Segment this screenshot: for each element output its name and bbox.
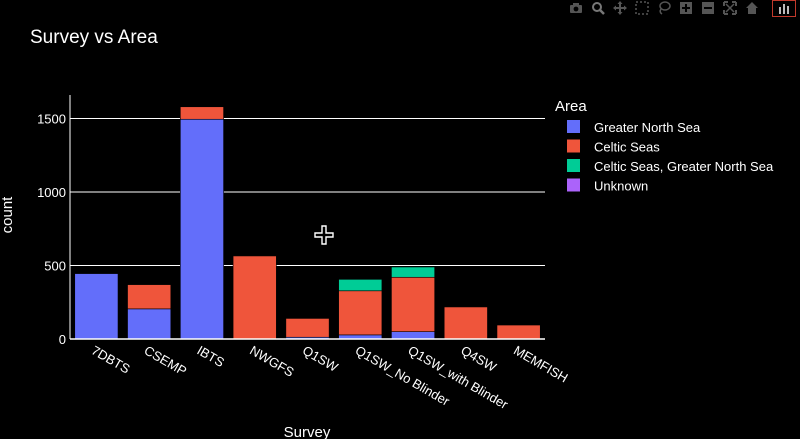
bar-segment[interactable] <box>391 276 435 332</box>
bar-segment[interactable] <box>496 324 541 340</box>
bar-segment[interactable] <box>180 118 224 340</box>
x-tick-label: Q1SW <box>300 343 341 375</box>
legend-item-label[interactable]: Celtic Seas, Greater North Sea <box>594 159 774 174</box>
y-axis-title: count <box>0 196 16 234</box>
lasso-select-icon[interactable] <box>656 0 672 16</box>
legend-item-label[interactable]: Celtic Seas <box>594 140 660 155</box>
bar-segment[interactable] <box>74 273 119 340</box>
bar-segment[interactable] <box>391 266 435 278</box>
crosshair-cursor-icon <box>314 225 334 245</box>
x-tick-label: Q1SW_No Blinder <box>353 343 453 409</box>
y-tick-label: 1000 <box>37 185 66 200</box>
x-tick-label: IBTS <box>194 343 227 371</box>
bar-segment[interactable] <box>180 106 224 120</box>
y-axis: 0 500 1000 1500 <box>37 95 545 347</box>
bar-segment[interactable] <box>127 308 172 340</box>
legend-swatch[interactable] <box>567 159 580 172</box>
legend[interactable]: Area Greater North Sea Celtic Seas Celtic … <box>555 98 774 194</box>
x-axis-title: Survey <box>284 424 331 439</box>
bar-segment[interactable] <box>127 284 172 310</box>
bars[interactable] <box>74 106 541 340</box>
zoom-in-icon[interactable] <box>678 0 694 16</box>
legend-item-label[interactable]: Unknown <box>594 179 648 194</box>
bar-segment[interactable] <box>338 290 383 336</box>
x-axis: 7DBTS CSEMP IBTS NWGFS Q1SW Q1SW_No BlinderQ1… <box>89 343 571 413</box>
reset-axes-icon[interactable] <box>744 0 760 16</box>
y-tick-label: 1500 <box>37 112 66 127</box>
bar-segment[interactable] <box>391 331 435 340</box>
pan-icon[interactable] <box>612 0 628 16</box>
plotly-logo-icon[interactable] <box>772 0 796 17</box>
x-tick-label: 7DBTS <box>89 343 133 377</box>
bar-segment[interactable] <box>232 255 277 340</box>
box-select-icon[interactable] <box>634 0 650 16</box>
autoscale-icon[interactable] <box>722 0 738 16</box>
legend-title: Area <box>555 98 587 115</box>
x-tick-label: Q4SW <box>458 343 499 375</box>
chart-title: Survey vs Area <box>30 27 158 48</box>
legend-swatch[interactable] <box>567 178 580 192</box>
zoom-icon[interactable] <box>590 0 606 16</box>
y-tick-label: 500 <box>44 259 66 274</box>
legend-swatch[interactable] <box>567 139 580 153</box>
camera-icon[interactable] <box>568 0 584 16</box>
x-tick-label: CSEMP <box>142 343 190 379</box>
grid-lines <box>70 118 545 267</box>
x-tick-label: MEMFISH <box>511 343 570 386</box>
y-tick-label: 0 <box>59 332 66 347</box>
x-tick-label: NWGFS <box>247 343 297 380</box>
bar-segment[interactable] <box>285 318 330 338</box>
zoom-out-icon[interactable] <box>700 0 716 16</box>
bar-segment[interactable] <box>443 306 488 340</box>
modebar <box>568 0 800 17</box>
bar-segment[interactable] <box>338 279 383 292</box>
legend-swatch[interactable] <box>567 120 580 133</box>
legend-item-label[interactable]: Greater North Sea <box>594 120 701 135</box>
